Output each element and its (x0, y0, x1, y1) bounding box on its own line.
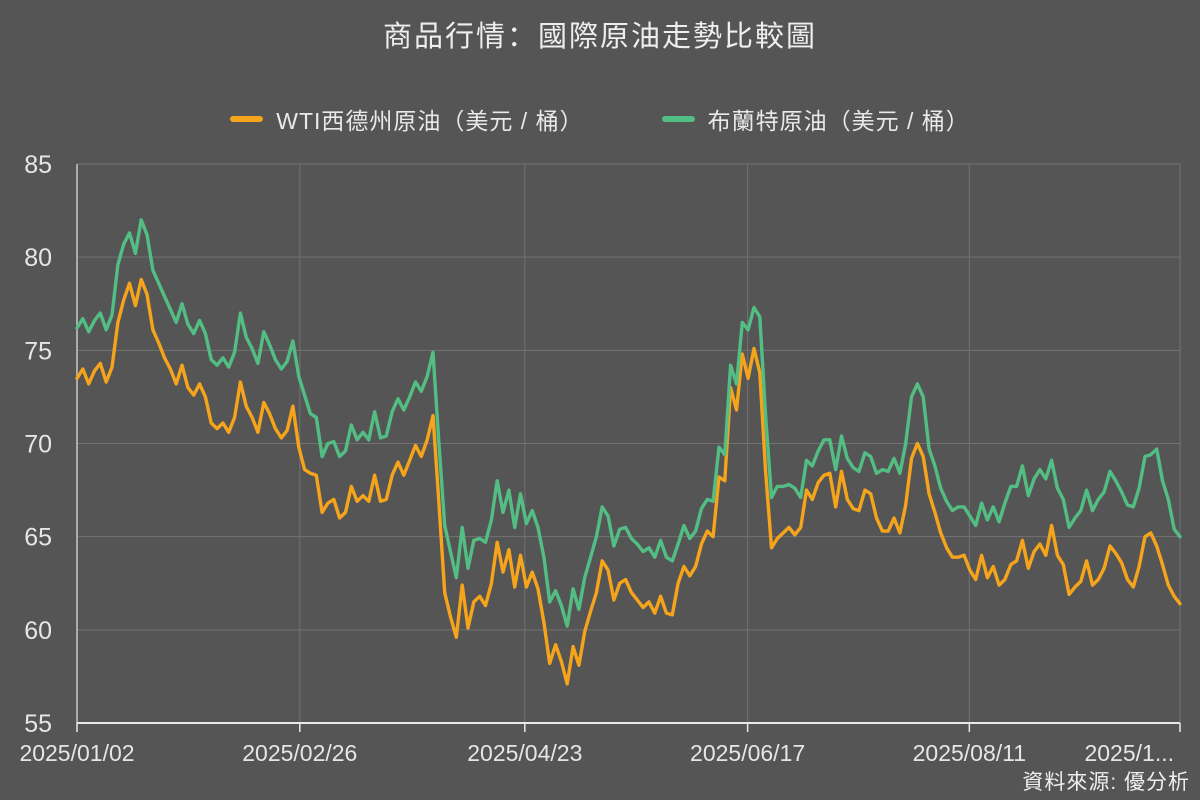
x-axis-label: 2025/04/23 (467, 740, 582, 766)
y-axis-label: 60 (24, 617, 52, 645)
chart-legend: WTI西德州原油（美元 / 桶） 布蘭特原油（美元 / 桶） (0, 102, 1200, 136)
y-axis-label: 85 (24, 151, 52, 179)
y-axis-label: 80 (24, 244, 52, 272)
source-note: 資料來源: 優分析 (1022, 771, 1190, 794)
wti-series-line (75, 277, 1182, 686)
chart-title: 商品行情：國際原油走勢比較圖 (382, 21, 817, 53)
x-axis-label: 2025/1... (1084, 740, 1174, 766)
brent-series-line (75, 218, 1182, 628)
brent-series-swatch (661, 116, 695, 122)
legend-item-wti[interactable]: WTI西德州原油（美元 / 桶） (230, 102, 583, 136)
x-axis-label: 2025/06/17 (690, 740, 805, 766)
wti-series-swatch (230, 116, 264, 122)
y-axis-label: 55 (24, 710, 52, 738)
wti-series-label: WTI西德州原油（美元 / 桶） (276, 108, 584, 134)
y-axis-label: 70 (24, 431, 52, 459)
x-axis-label: 2025/08/11 (913, 740, 1026, 766)
legend-item-brent[interactable]: 布蘭特原油（美元 / 桶） (661, 102, 970, 136)
y-axis-label: 65 (24, 524, 52, 552)
brent-series-label: 布蘭特原油（美元 / 桶） (707, 108, 970, 134)
y-axis-label: 75 (24, 337, 52, 365)
x-axis-label: 2025/01/02 (19, 740, 134, 766)
x-axis-label: 2025/02/26 (242, 740, 357, 766)
